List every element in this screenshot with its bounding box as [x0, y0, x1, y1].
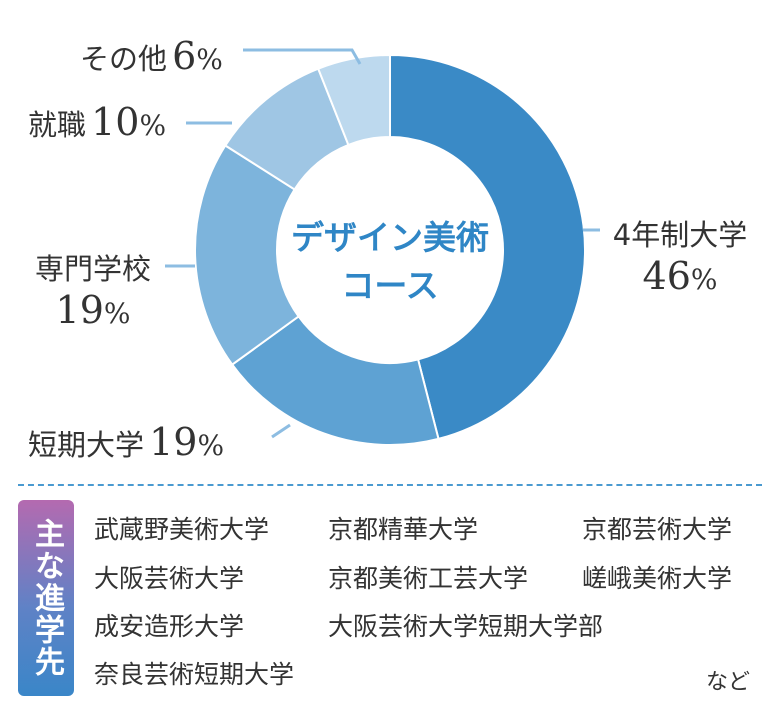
destinations-etc: など [706, 670, 751, 695]
label-junior-value: 19 [149, 420, 198, 464]
label-employment-value: 10 [91, 100, 140, 144]
label-vocational: 専門学校 19% [28, 246, 158, 332]
center-label-line-1: デザイン美術 [291, 218, 489, 257]
label-other-unit: % [196, 43, 223, 76]
leader-junior [271, 423, 291, 439]
label-employment-name: 就職 [28, 108, 87, 142]
slice-other [316, 53, 391, 147]
destination-item: 大阪芸術大学短期大学部 [328, 612, 604, 641]
label-employment-unit: % [139, 109, 167, 142]
section-divider [18, 484, 762, 486]
label-junior-name: 短期大学 [28, 428, 145, 462]
donut-chart [165, 48, 600, 446]
label-other: その他 6% [80, 34, 223, 78]
label-employment: 就職 10% [28, 100, 166, 144]
label-univ4: 4年制大学 46% [600, 212, 760, 298]
label-other-name: その他 [80, 42, 168, 76]
destination-item: 京都芸術大学 [582, 515, 733, 544]
slice-univ4 [389, 53, 586, 441]
destination-item: 大阪芸術大学 [94, 564, 245, 593]
label-univ4-name: 4年制大学 [612, 218, 748, 252]
leader-other [243, 48, 362, 65]
destination-item: 成安造形大学 [94, 612, 245, 641]
label-vocational-unit: % [103, 297, 131, 330]
label-vocational-name: 専門学校 [34, 252, 151, 286]
center-label-line-2: コース [341, 266, 439, 305]
destinations-heading-badge: 主な進学先 [18, 500, 74, 696]
label-univ4-value: 46 [642, 254, 691, 298]
chart-center-label: デザイン美術 コース [255, 214, 525, 310]
label-vocational-value: 19 [55, 288, 104, 332]
destinations-heading: 主な進学先 [29, 518, 64, 678]
destination-item: 奈良芸術短期大学 [94, 660, 295, 689]
label-univ4-unit: % [690, 263, 718, 296]
slice-junior [230, 315, 440, 446]
label-junior-unit: % [197, 429, 225, 462]
destination-item: 京都精華大学 [328, 515, 479, 544]
label-other-value: 6 [172, 34, 197, 78]
destination-item: 武蔵野美術大学 [94, 515, 270, 544]
slice-vocational [194, 144, 300, 367]
destination-item: 京都美術工芸大学 [328, 564, 529, 593]
label-junior: 短期大学 19% [28, 420, 224, 464]
destination-item: 嵯峨美術大学 [582, 564, 733, 593]
